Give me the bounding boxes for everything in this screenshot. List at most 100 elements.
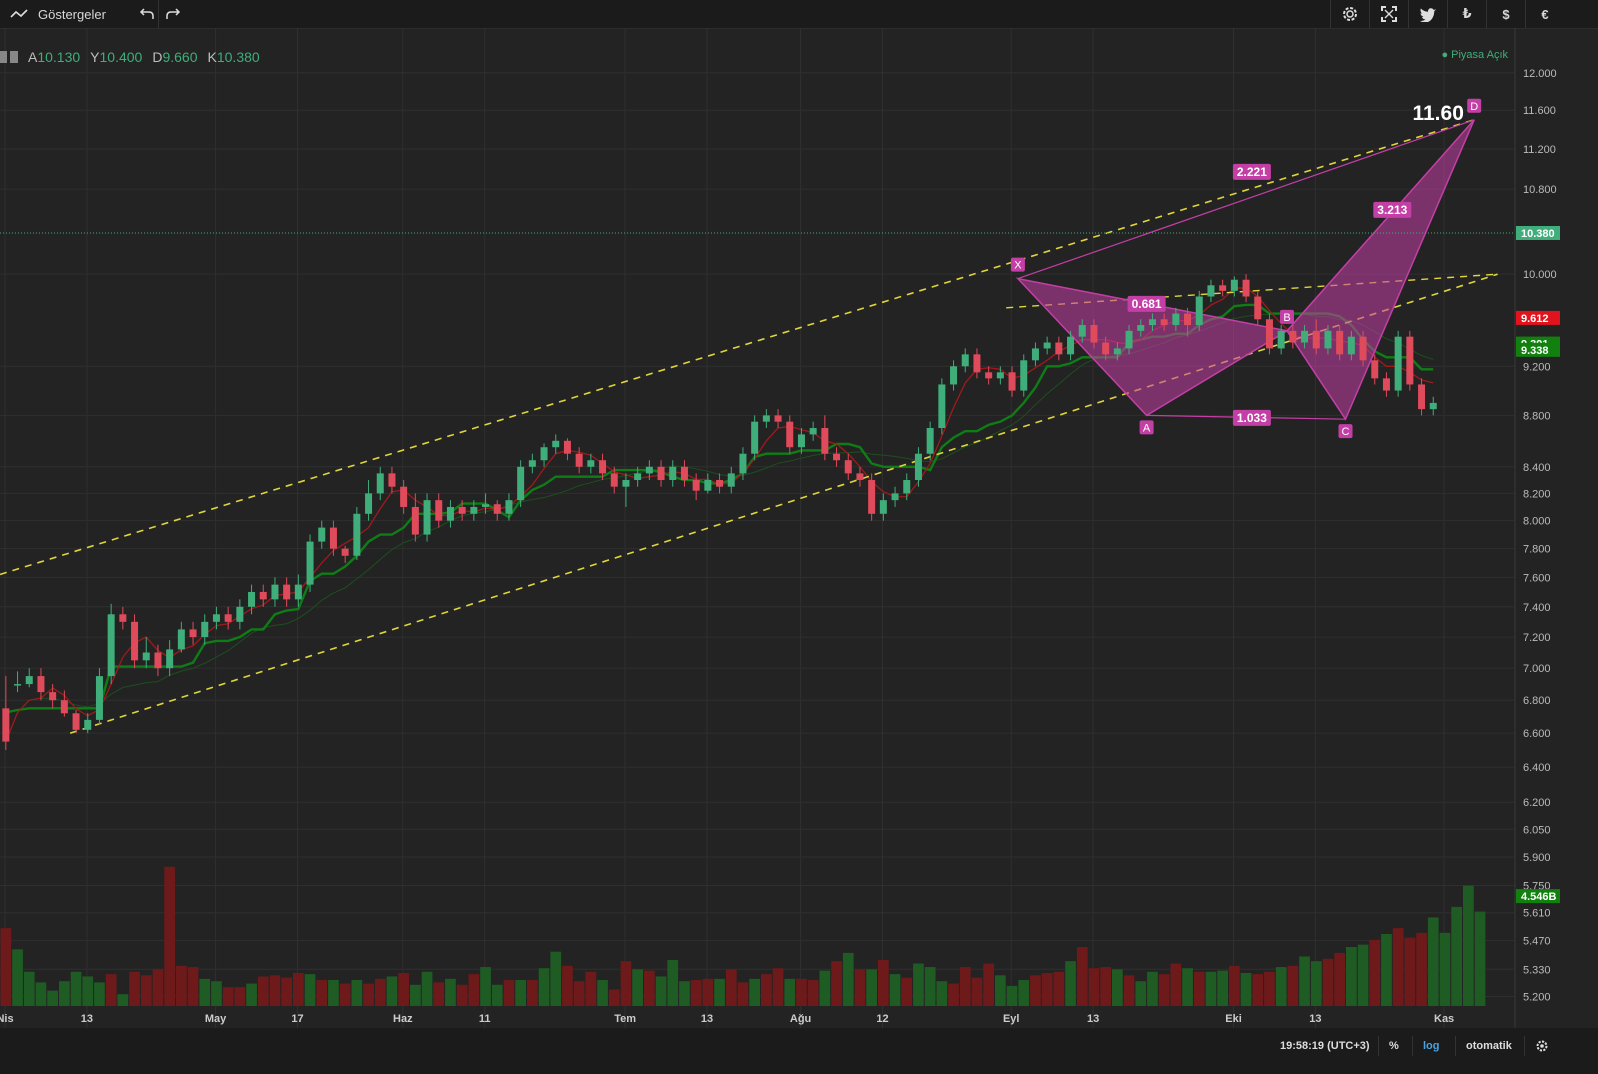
currency-lira-button[interactable]: ₺: [1447, 0, 1486, 28]
candle: [1090, 319, 1098, 349]
candle-body: [1429, 402, 1437, 410]
candle: [938, 378, 946, 435]
candle-body: [1125, 330, 1133, 349]
candle-body: [1195, 296, 1203, 326]
candle: [411, 493, 419, 542]
market-status: ● Piyasa Açık: [1441, 49, 1508, 61]
volume-bar: [211, 981, 222, 1006]
candle-body: [212, 614, 220, 622]
candle: [774, 409, 782, 429]
candle-body: [786, 421, 794, 448]
candle: [353, 506, 361, 561]
volume-bar: [1404, 937, 1416, 1006]
volume-bar: [421, 971, 433, 1006]
candle-body: [716, 480, 724, 487]
price-tick-label: 9.200: [1523, 361, 1551, 373]
currency-euro-button[interactable]: €: [1525, 0, 1564, 28]
price-chart[interactable]: X A B C D 0.681 1.033 3.213 2.221 11.60 12.000 11.6…: [0, 28, 1598, 1028]
log-scale-button[interactable]: log: [1412, 1036, 1450, 1056]
harmonic-point-d: D: [1467, 98, 1482, 113]
volume-bar: [1334, 952, 1345, 1006]
open-value: 10.130: [37, 49, 81, 65]
candle-body: [458, 506, 466, 514]
time-axis: Nis 13 May 17 Haz 11 Tem 13 Ağu 12 Eyl 13 Eki 13 Kas: [0, 1013, 1454, 1025]
price-tag-label: 9.612: [1521, 313, 1549, 325]
target-price-label: 11.60: [1412, 102, 1463, 125]
time-tick-label: Kas: [1434, 1013, 1454, 1025]
volume-bar: [1088, 968, 1100, 1006]
candle-body: [1312, 330, 1320, 349]
candle-body: [236, 606, 244, 622]
volume-bar: [1041, 972, 1053, 1006]
undo-button[interactable]: [136, 0, 158, 28]
candle: [1008, 366, 1016, 397]
volume-bar: [491, 984, 503, 1006]
time-tick-label: 17: [291, 1013, 303, 1025]
volume-bar: [351, 980, 363, 1006]
candle-body: [634, 473, 642, 481]
candle: [809, 421, 817, 441]
fullscreen-button[interactable]: [1369, 0, 1408, 28]
candle: [1078, 319, 1086, 343]
candle: [996, 366, 1004, 385]
harmonic-point-badge: [1338, 424, 1353, 439]
candle-body: [599, 460, 607, 474]
volume-bar: [1112, 969, 1123, 1006]
volume-bar: [1346, 947, 1357, 1006]
volume-bar: [1427, 917, 1439, 1006]
price-tag-bg: [1516, 225, 1560, 240]
candle-body: [1043, 342, 1051, 349]
candle-body: [680, 466, 688, 481]
price-tick-label: 12.000: [1523, 68, 1557, 80]
settings-button[interactable]: [1330, 0, 1369, 28]
candle: [493, 500, 501, 521]
volume-bar: [176, 965, 187, 1006]
candles: [2, 274, 1437, 751]
candle: [1043, 336, 1051, 355]
top-toolbar: Göstergeler ₺ $ €: [0, 0, 1598, 29]
twitter-button[interactable]: [1408, 0, 1447, 28]
candle-body: [107, 614, 115, 677]
volume-bar: [117, 994, 129, 1006]
currency-dollar-button[interactable]: $: [1486, 0, 1525, 28]
candle: [1195, 290, 1203, 331]
volume-bar: [503, 980, 515, 1006]
candle-body: [1230, 279, 1238, 291]
auto-scale-button[interactable]: otomatik: [1455, 1036, 1522, 1056]
volume-bar: [1463, 885, 1474, 1006]
chart-settings-icon[interactable]: [0, 51, 18, 63]
lira-icon: ₺: [1462, 6, 1472, 21]
candle: [903, 473, 911, 501]
volume-bar: [1076, 947, 1088, 1006]
volume-bar: [328, 980, 339, 1006]
candle-body: [294, 584, 302, 600]
candle-body: [774, 415, 782, 422]
percent-scale-button[interactable]: %: [1378, 1036, 1409, 1056]
price-tick-label: 5.900: [1523, 852, 1551, 864]
redo-button[interactable]: [162, 0, 184, 28]
redo-icon: [166, 8, 181, 19]
volume-bar: [140, 975, 152, 1006]
volume-bar: [679, 981, 690, 1006]
candle: [1184, 307, 1192, 337]
candle: [107, 603, 115, 685]
candle-body: [470, 506, 478, 514]
volume-bar: [398, 972, 409, 1006]
volume-bar: [0, 928, 12, 1006]
candle: [154, 644, 162, 677]
harmonic-point-badge: [1467, 98, 1482, 113]
volume-bars: [0, 866, 1486, 1006]
candle-body: [903, 480, 911, 494]
indicators-button[interactable]: Göstergeler: [10, 0, 159, 28]
candle: [212, 606, 220, 630]
candle: [552, 434, 560, 454]
price-tick-label: 7.000: [1523, 663, 1551, 675]
candle: [2, 676, 10, 751]
volume-bar: [1416, 932, 1427, 1006]
candle: [540, 443, 548, 467]
harmonic-point-label: C: [1342, 426, 1350, 438]
gear-icon: [1343, 7, 1357, 21]
harmonic-ratio: 0.681: [1127, 295, 1166, 312]
scale-settings-button[interactable]: [1524, 1036, 1559, 1056]
candle-body: [49, 692, 57, 701]
